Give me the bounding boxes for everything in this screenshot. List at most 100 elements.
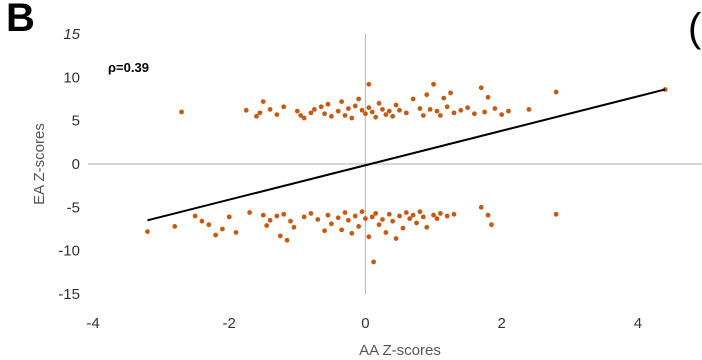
data-point	[339, 227, 345, 233]
data-point	[380, 107, 385, 112]
data-point	[371, 259, 377, 265]
data-point	[328, 113, 334, 119]
data-point	[393, 236, 399, 241]
data-point	[448, 90, 453, 96]
data-point	[434, 216, 440, 222]
data-point	[359, 209, 365, 215]
data-point	[233, 230, 239, 235]
data-point	[318, 104, 324, 110]
data-point	[315, 217, 321, 222]
data-point	[390, 113, 396, 119]
y-tick-labels: -15 -10 -5 0 5 10 15	[58, 26, 80, 303]
data-point	[352, 103, 358, 109]
data-point	[335, 215, 341, 221]
data-point	[356, 224, 362, 229]
data-point	[434, 108, 440, 114]
data-point	[308, 211, 314, 216]
data-point	[284, 237, 290, 243]
data-point	[485, 94, 491, 100]
data-point	[247, 210, 253, 215]
data-point	[390, 218, 396, 224]
data-point	[145, 229, 150, 235]
x-tick-label: 2	[497, 315, 505, 332]
correlation-annotation: ρ=0.39	[108, 60, 149, 75]
data-point	[492, 106, 498, 111]
data-point	[506, 108, 511, 114]
data-point	[294, 108, 300, 114]
data-point	[485, 212, 491, 218]
data-point	[376, 222, 382, 228]
data-point	[369, 214, 375, 220]
data-point	[301, 115, 307, 121]
data-point	[339, 99, 345, 104]
data-point	[417, 209, 423, 215]
data-point	[226, 214, 232, 220]
data-point	[373, 114, 379, 120]
data-point	[288, 218, 293, 224]
data-point	[410, 212, 416, 218]
data-point	[465, 105, 471, 111]
data-point	[403, 210, 409, 215]
data-point	[342, 113, 348, 118]
data-point	[526, 107, 532, 112]
data-point	[206, 222, 212, 228]
data-point	[322, 111, 327, 117]
data-point	[220, 226, 225, 232]
data-point	[437, 211, 443, 216]
data-point	[298, 113, 304, 118]
data-point	[393, 102, 399, 108]
data-point	[437, 113, 443, 118]
data-point	[400, 225, 406, 231]
data-point	[267, 217, 273, 223]
y-tick-label: 0	[72, 156, 80, 173]
y-tick-label: -10	[58, 243, 80, 260]
data-point	[172, 224, 178, 229]
data-point	[369, 109, 375, 115]
data-point	[407, 216, 413, 222]
data-point	[478, 204, 484, 210]
data-point	[366, 105, 372, 111]
data-point	[346, 217, 351, 223]
data-point	[451, 211, 457, 217]
next-panel-label: (	[688, 6, 702, 50]
data-point	[489, 222, 494, 228]
x-tick-label: -2	[223, 315, 236, 332]
data-point	[444, 104, 450, 110]
data-point	[346, 106, 351, 111]
data-points	[145, 81, 668, 265]
data-point	[553, 211, 559, 217]
data-point	[383, 230, 389, 235]
data-point	[260, 99, 266, 104]
data-point	[311, 107, 317, 112]
data-point	[386, 108, 392, 114]
y-tick-label: 5	[72, 113, 80, 130]
data-point	[359, 107, 365, 113]
data-point	[267, 107, 273, 112]
data-point	[376, 100, 382, 106]
data-point	[482, 109, 488, 115]
data-point	[414, 220, 419, 226]
y-axis-title: EA Z-scores	[31, 123, 48, 205]
data-point	[431, 81, 436, 87]
data-point	[366, 234, 372, 240]
data-point	[383, 112, 389, 117]
data-point	[478, 85, 484, 91]
data-point	[444, 213, 450, 219]
data-point	[291, 224, 297, 230]
data-point	[328, 221, 334, 227]
data-point	[260, 212, 266, 218]
data-point	[427, 107, 433, 112]
data-point	[257, 110, 263, 116]
data-point	[308, 110, 314, 116]
data-point	[553, 89, 559, 95]
data-point	[397, 107, 402, 113]
data-point	[420, 113, 426, 118]
data-point	[264, 223, 270, 228]
data-point	[281, 104, 287, 110]
x-tick-label: -4	[86, 315, 99, 332]
y-tick-label: 15	[63, 26, 80, 43]
data-point	[424, 92, 430, 98]
data-point	[281, 211, 287, 217]
data-point	[199, 218, 205, 224]
